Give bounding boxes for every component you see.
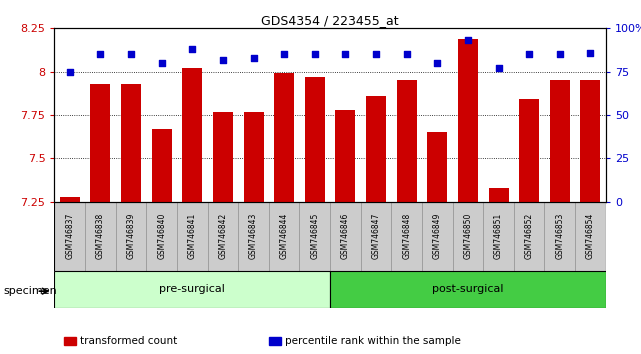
Point [310, 52, 320, 57]
Bar [238, 202, 269, 271]
Bar [458, 39, 478, 202]
Point [96, 52, 106, 57]
Text: GSM746847: GSM746847 [372, 213, 381, 259]
Bar [488, 188, 508, 202]
Bar [54, 271, 330, 308]
Text: GSM746846: GSM746846 [341, 213, 350, 259]
Text: GSM746843: GSM746843 [249, 213, 258, 259]
Point [401, 52, 412, 57]
Point [494, 65, 504, 71]
Text: GSM746849: GSM746849 [433, 213, 442, 259]
Bar [330, 202, 361, 271]
Bar [305, 77, 325, 202]
Bar [299, 202, 330, 271]
Bar [60, 196, 79, 202]
Text: GSM746837: GSM746837 [65, 213, 74, 259]
Text: GSM746839: GSM746839 [126, 213, 135, 259]
Bar [213, 112, 233, 202]
Bar [330, 271, 606, 308]
Bar [581, 80, 601, 202]
Bar [54, 202, 85, 271]
Bar [550, 80, 570, 202]
Point [585, 50, 595, 56]
Text: GSM746840: GSM746840 [157, 213, 166, 259]
Bar [544, 202, 575, 271]
Bar [361, 202, 392, 271]
Text: specimen: specimen [3, 286, 57, 296]
Point [218, 57, 228, 62]
Text: GSM746838: GSM746838 [96, 213, 105, 259]
Text: pre-surgical: pre-surgical [160, 284, 225, 295]
Text: GSM746850: GSM746850 [463, 213, 472, 259]
Text: GSM746842: GSM746842 [219, 213, 228, 259]
Bar [514, 202, 544, 271]
Text: percentile rank within the sample: percentile rank within the sample [285, 336, 461, 346]
Bar [244, 112, 263, 202]
Text: GSM746853: GSM746853 [555, 213, 564, 259]
Bar [152, 129, 172, 202]
Text: GSM746841: GSM746841 [188, 213, 197, 259]
Bar [335, 110, 355, 202]
Text: GSM746844: GSM746844 [279, 213, 288, 259]
Point [371, 52, 381, 57]
Bar [366, 96, 386, 202]
Bar [397, 80, 417, 202]
Bar [428, 132, 447, 202]
Text: GSM746854: GSM746854 [586, 213, 595, 259]
Bar [269, 202, 299, 271]
Point [126, 52, 136, 57]
Point [554, 52, 565, 57]
Bar [453, 202, 483, 271]
Bar [274, 73, 294, 202]
Point [340, 52, 351, 57]
Point [187, 46, 197, 52]
Text: GSM746851: GSM746851 [494, 213, 503, 259]
Bar [177, 202, 208, 271]
Bar [483, 202, 514, 271]
Point [432, 60, 442, 66]
Point [463, 38, 473, 43]
Point [65, 69, 75, 75]
Point [279, 52, 289, 57]
Text: GSM746852: GSM746852 [525, 213, 534, 259]
Bar [208, 202, 238, 271]
Bar [121, 84, 141, 202]
Bar [146, 202, 177, 271]
Point [156, 60, 167, 66]
Text: transformed count: transformed count [80, 336, 178, 346]
Bar [422, 202, 453, 271]
Title: GDS4354 / 223455_at: GDS4354 / 223455_at [262, 14, 399, 27]
Bar [519, 99, 539, 202]
Text: GSM746848: GSM746848 [402, 213, 411, 259]
Bar [575, 202, 606, 271]
Bar [116, 202, 146, 271]
Bar [90, 84, 110, 202]
Text: post-surgical: post-surgical [432, 284, 504, 295]
Bar [85, 202, 116, 271]
Bar [182, 68, 203, 202]
Point [524, 52, 535, 57]
Point [249, 55, 259, 61]
Text: GSM746845: GSM746845 [310, 213, 319, 259]
Bar [392, 202, 422, 271]
